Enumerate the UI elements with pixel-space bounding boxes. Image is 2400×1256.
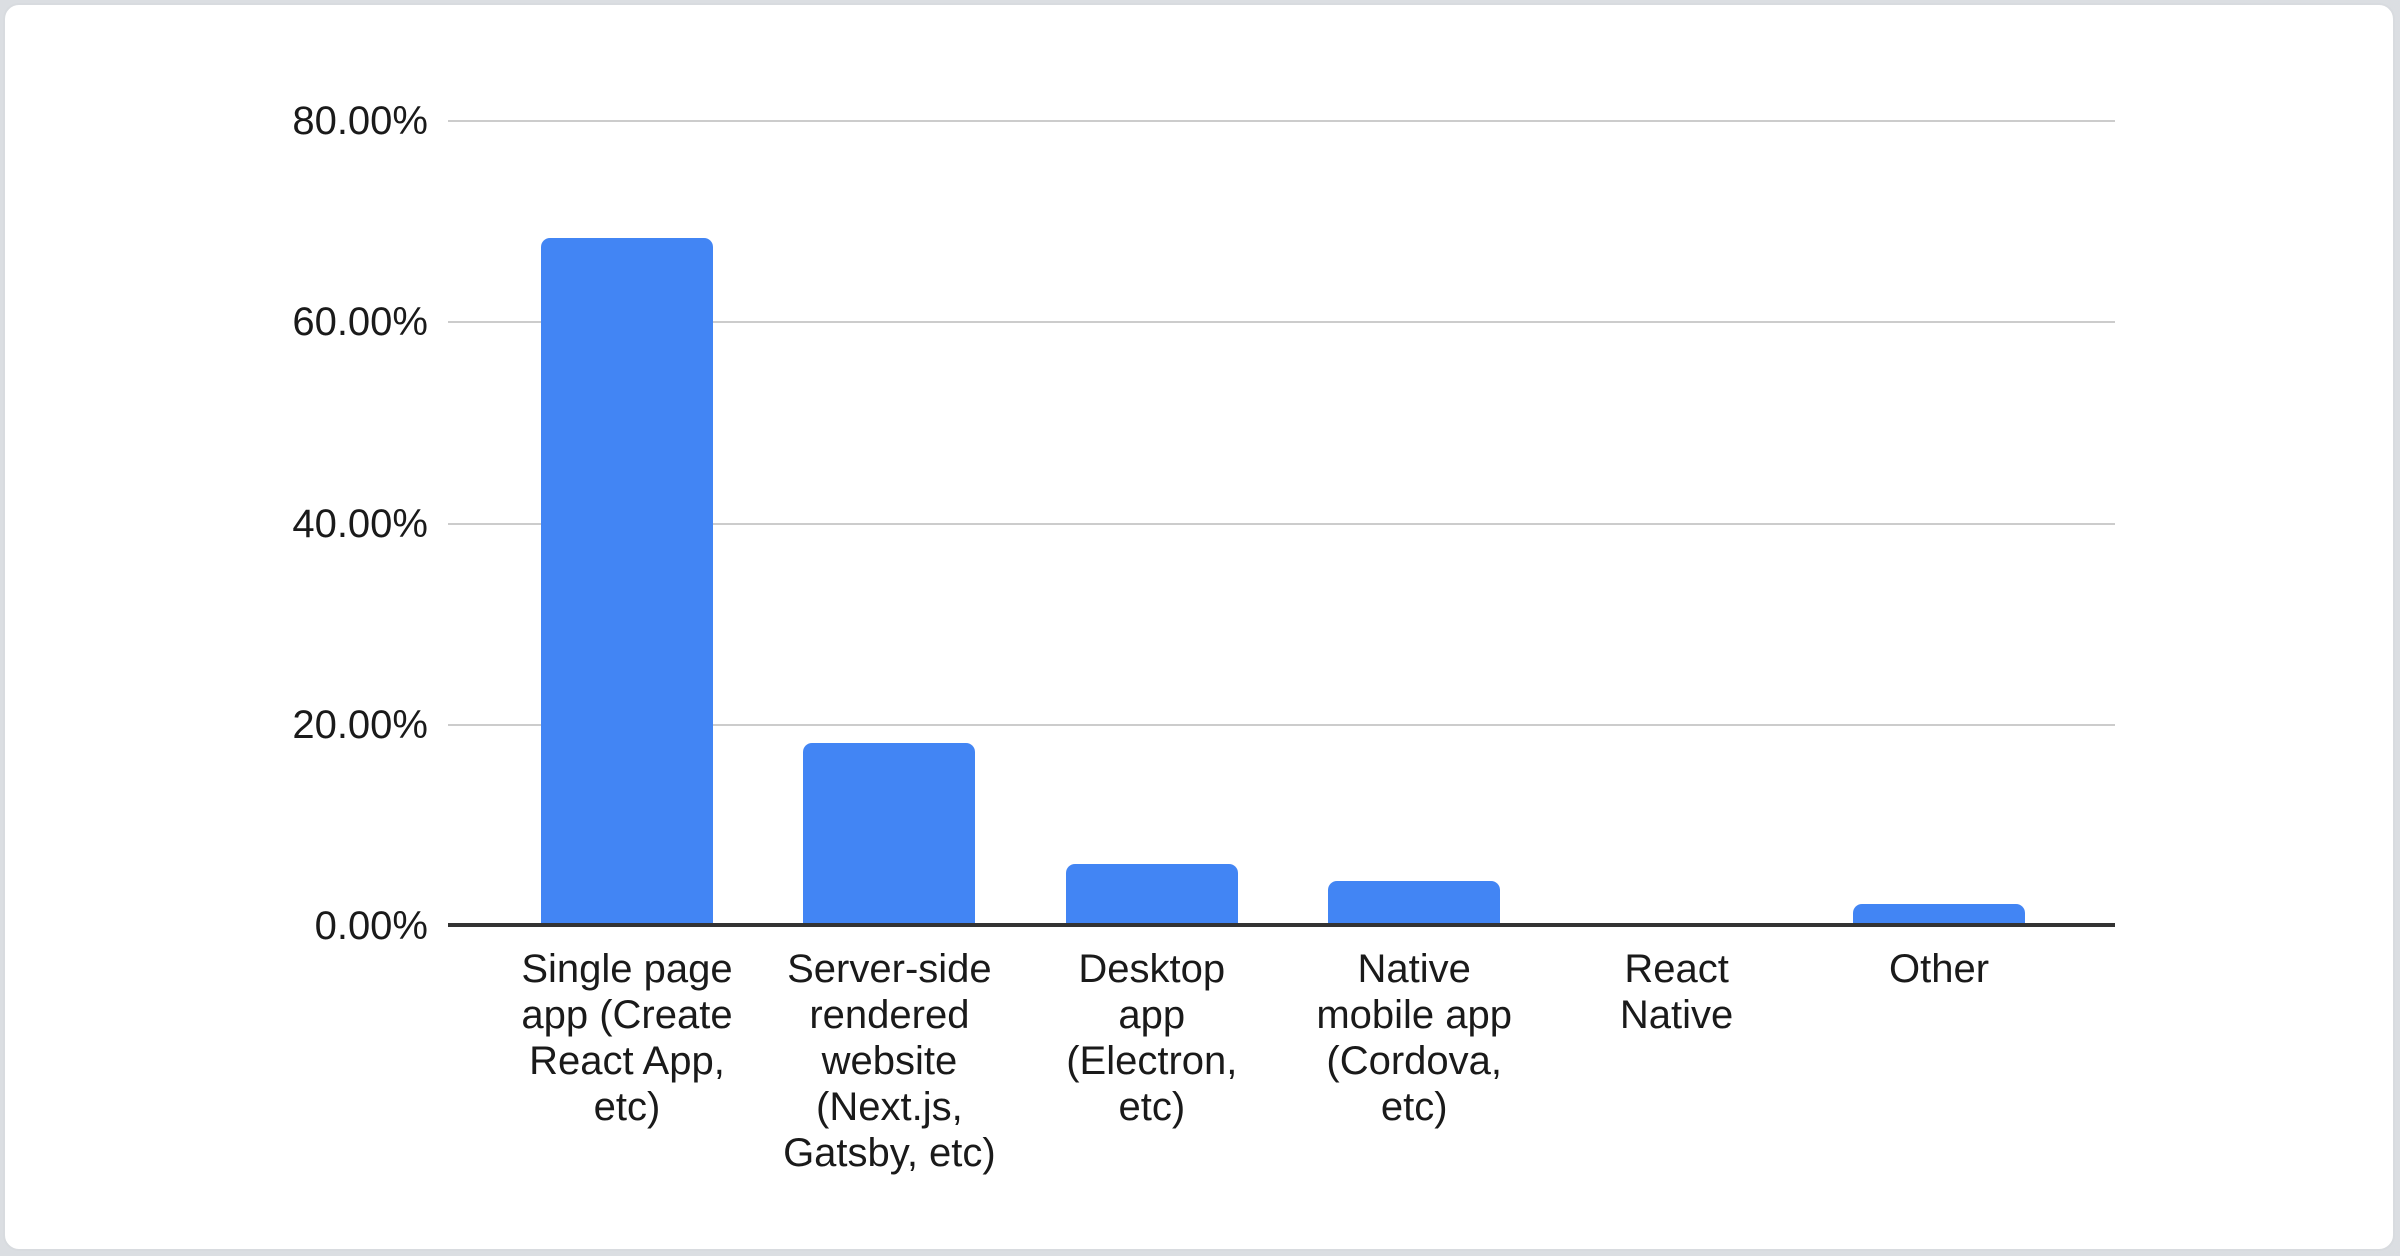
y-gridline bbox=[448, 522, 2115, 525]
y-tick-label: 80.00% bbox=[292, 99, 428, 144]
plot-area: 0.00% 20.00% 40.00% 60.00% 80.00% Single page… bbox=[5, 5, 2393, 1249]
y-gridline bbox=[448, 723, 2115, 726]
x-category-label: Native mobile app (Cordova, etc) bbox=[1316, 947, 1513, 1129]
bar bbox=[1065, 863, 1238, 926]
x-category-label: Server-side rendered website (Next.js, G… bbox=[783, 947, 996, 1175]
bar bbox=[541, 237, 713, 926]
bar bbox=[1328, 880, 1501, 926]
bar bbox=[803, 742, 976, 926]
chart-card: 0.00% 20.00% 40.00% 60.00% 80.00% Single page… bbox=[3, 3, 2395, 1251]
bar bbox=[1853, 903, 2025, 926]
x-category-label: Single page app (Create React App, etc) bbox=[521, 947, 733, 1129]
y-tick-label: 20.00% bbox=[292, 702, 428, 747]
y-tick-label: 40.00% bbox=[292, 501, 428, 546]
y-gridline bbox=[448, 321, 2115, 324]
x-category-label: Desktop app (Electron, etc) bbox=[1066, 947, 1238, 1129]
y-gridline bbox=[448, 120, 2115, 123]
x-category-label: React Native bbox=[1619, 947, 1734, 1037]
x-axis-baseline bbox=[448, 923, 2115, 927]
y-tick-label: 0.00% bbox=[314, 904, 428, 948]
x-category-label: Other bbox=[1888, 947, 1990, 991]
y-tick-label: 60.00% bbox=[292, 300, 428, 345]
